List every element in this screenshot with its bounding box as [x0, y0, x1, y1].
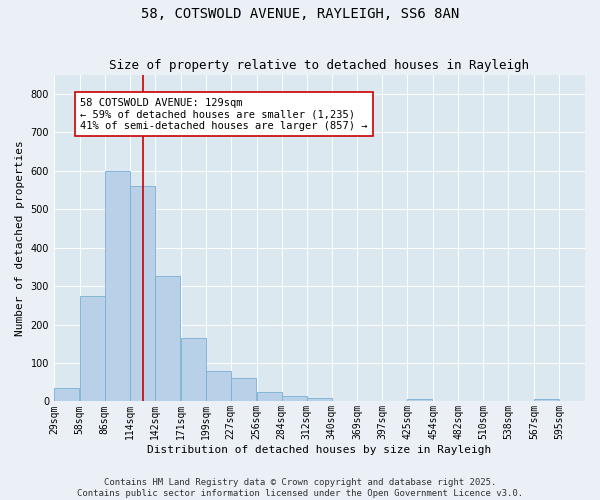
Bar [181, 338, 206, 402]
Text: 58, COTSWOLD AVENUE, RAYLEIGH, SS6 8AN: 58, COTSWOLD AVENUE, RAYLEIGH, SS6 8AN [141, 8, 459, 22]
X-axis label: Distribution of detached houses by size in Rayleigh: Distribution of detached houses by size … [148, 445, 491, 455]
Bar [206, 370, 230, 402]
Text: Contains HM Land Registry data © Crown copyright and database right 2025.
Contai: Contains HM Land Registry data © Crown c… [77, 478, 523, 498]
Y-axis label: Number of detached properties: Number of detached properties [15, 140, 25, 336]
Bar [281, 396, 307, 402]
Bar [130, 186, 155, 402]
Bar [54, 388, 79, 402]
Bar [105, 170, 130, 402]
Title: Size of property relative to detached houses in Rayleigh: Size of property relative to detached ho… [109, 59, 529, 72]
Bar [307, 398, 332, 402]
Bar [80, 296, 105, 402]
Bar [155, 276, 180, 402]
Bar [407, 400, 433, 402]
Bar [257, 392, 281, 402]
Bar [534, 400, 559, 402]
Bar [230, 378, 256, 402]
Text: 58 COTSWOLD AVENUE: 129sqm
← 59% of detached houses are smaller (1,235)
41% of s: 58 COTSWOLD AVENUE: 129sqm ← 59% of deta… [80, 98, 367, 131]
